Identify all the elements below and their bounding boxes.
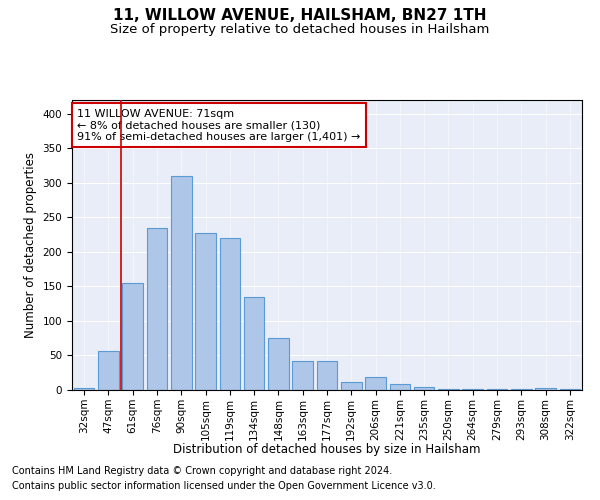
Bar — [98, 350, 119, 390]
Bar — [389, 384, 410, 390]
Bar — [146, 228, 167, 390]
Bar — [220, 238, 240, 390]
Bar — [438, 388, 459, 390]
Y-axis label: Number of detached properties: Number of detached properties — [24, 152, 37, 338]
Text: Contains HM Land Registry data © Crown copyright and database right 2024.: Contains HM Land Registry data © Crown c… — [12, 466, 392, 476]
Bar — [414, 386, 434, 390]
Text: 11 WILLOW AVENUE: 71sqm
← 8% of detached houses are smaller (130)
91% of semi-de: 11 WILLOW AVENUE: 71sqm ← 8% of detached… — [77, 108, 361, 142]
Bar — [74, 388, 94, 390]
Text: Size of property relative to detached houses in Hailsham: Size of property relative to detached ho… — [110, 22, 490, 36]
Bar — [292, 361, 313, 390]
Text: Distribution of detached houses by size in Hailsham: Distribution of detached houses by size … — [173, 442, 481, 456]
Text: Contains public sector information licensed under the Open Government Licence v3: Contains public sector information licen… — [12, 481, 436, 491]
Text: 11, WILLOW AVENUE, HAILSHAM, BN27 1TH: 11, WILLOW AVENUE, HAILSHAM, BN27 1TH — [113, 8, 487, 22]
Bar — [365, 377, 386, 390]
Bar — [560, 388, 580, 390]
Bar — [268, 338, 289, 390]
Bar — [122, 283, 143, 390]
Bar — [317, 361, 337, 390]
Bar — [535, 388, 556, 390]
Bar — [244, 297, 265, 390]
Bar — [341, 382, 362, 390]
Bar — [195, 232, 216, 390]
Bar — [171, 176, 191, 390]
